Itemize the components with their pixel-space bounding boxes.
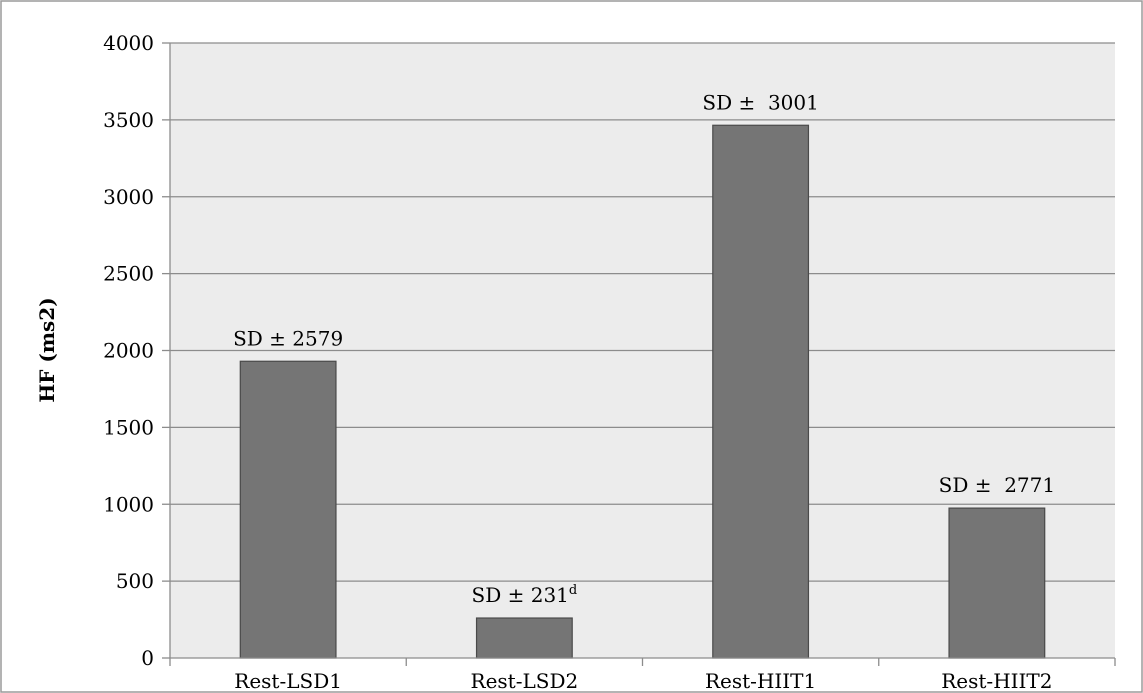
sd-annotation: SD ± 2771 (939, 473, 1055, 497)
bar-rest-hiit2 (948, 507, 1046, 659)
sd-annotation-text: SD ± 231 (472, 583, 569, 607)
x-category-label: Rest-LSD1 (234, 669, 342, 693)
sd-annotation-text: SD ± 2579 (233, 326, 343, 350)
x-category-label: Rest-HIIT2 (941, 669, 1052, 693)
y-tick-label: 1000 (103, 492, 154, 516)
sd-annotation: SD ± 2579 (233, 326, 343, 350)
sd-annotation: SD ± 3001 (702, 90, 818, 114)
y-axis-title: HF (ms2) (35, 297, 59, 402)
y-tick-label: 2000 (103, 339, 154, 363)
sd-annotation-text: SD ± 2771 (939, 473, 1055, 497)
x-category-label: Rest-LSD2 (471, 669, 579, 693)
y-tick-label: 3000 (103, 185, 154, 209)
x-category-label: Rest-HIIT1 (705, 669, 816, 693)
bar-rest-lsd2 (475, 617, 573, 659)
y-tick-label: 3500 (103, 108, 154, 132)
y-tick-label: 1500 (103, 415, 154, 439)
y-tick-label: 500 (116, 569, 154, 593)
bar-rest-lsd1 (239, 360, 337, 659)
sd-annotation: SD ± 231d (472, 583, 578, 607)
sd-annotation-superscript: d (569, 583, 577, 598)
sd-annotation-text: SD ± 3001 (702, 90, 818, 114)
y-tick-label: 0 (141, 646, 154, 670)
labels: 0 500 1000 1500 2000 2500 3000 3500 4000 Rest-LSD… (103, 31, 1055, 693)
axes (162, 42, 1116, 666)
bar-rest-hiit1 (712, 124, 810, 659)
y-tick-label: 4000 (103, 31, 154, 55)
y-tick-label: 2500 (103, 262, 154, 286)
bars (239, 124, 1046, 659)
